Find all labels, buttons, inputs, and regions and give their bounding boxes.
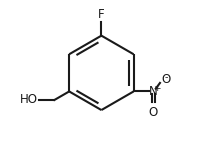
Text: -: - [164,73,168,82]
Text: +: + [153,84,161,93]
Text: F: F [98,8,105,21]
Text: O: O [149,106,158,119]
Text: O: O [162,73,171,86]
Text: HO: HO [20,93,38,106]
Text: N: N [149,85,158,98]
